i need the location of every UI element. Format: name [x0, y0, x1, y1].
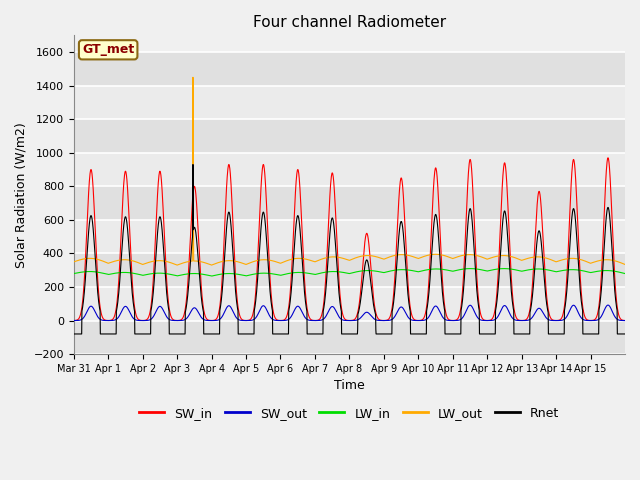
- Bar: [74, 52, 625, 85]
- Bar: [74, 85, 625, 119]
- Bar: [74, 253, 625, 287]
- X-axis label: Time: Time: [334, 379, 365, 392]
- Legend: SW_in, SW_out, LW_in, LW_out, Rnet: SW_in, SW_out, LW_in, LW_out, Rnet: [134, 402, 564, 425]
- Bar: [74, 153, 625, 186]
- Bar: [74, 186, 625, 220]
- Title: Four channel Radiometer: Four channel Radiometer: [253, 15, 446, 30]
- Bar: [74, 119, 625, 153]
- Bar: [74, 321, 625, 354]
- Y-axis label: Solar Radiation (W/m2): Solar Radiation (W/m2): [15, 122, 28, 267]
- Bar: [74, 287, 625, 321]
- Bar: [74, 220, 625, 253]
- Text: GT_met: GT_met: [82, 43, 134, 56]
